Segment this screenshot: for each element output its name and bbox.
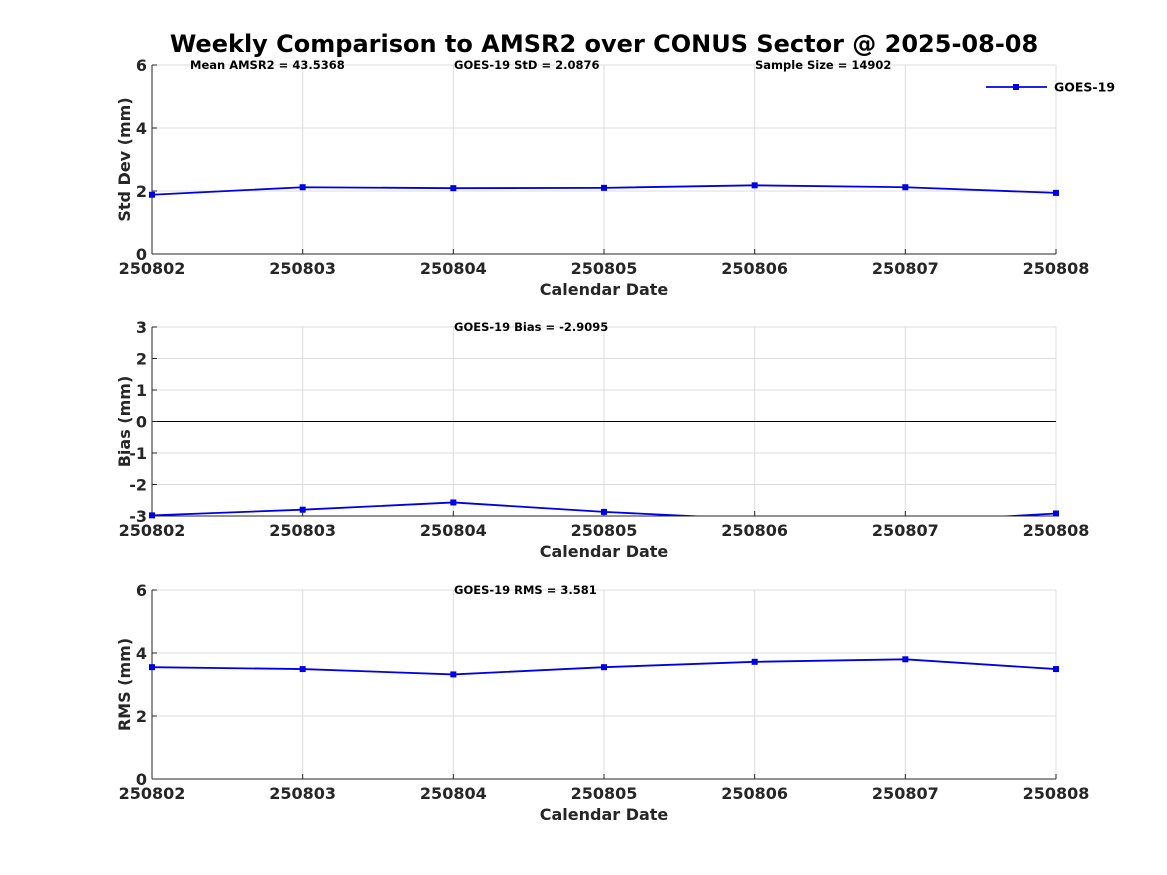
y-tick-label: -1 — [129, 444, 147, 463]
y-tick-label: -3 — [129, 507, 147, 526]
data-point — [1053, 666, 1059, 673]
y-tick-label: 2 — [136, 182, 147, 201]
x-tick-label: 250808 — [1023, 259, 1090, 278]
x-tick-label: 250806 — [721, 259, 788, 278]
x-tick-label: 250803 — [269, 784, 336, 803]
stat-annotation: GOES-19 StD = 2.0876 — [454, 58, 599, 72]
data-point — [1053, 510, 1059, 517]
data-point — [299, 506, 306, 513]
x-tick-label: 250806 — [721, 784, 788, 803]
data-point — [751, 182, 758, 189]
data-point — [601, 508, 607, 515]
data-point — [149, 191, 155, 198]
y-tick-label: 4 — [136, 119, 147, 138]
x-tick-label: 250808 — [1023, 784, 1090, 803]
y-tick-label: 0 — [136, 770, 147, 789]
legend-label: GOES-19 — [1054, 80, 1115, 95]
data-point — [450, 185, 457, 192]
x-tick-label: 250804 — [420, 784, 487, 803]
data-point — [450, 499, 457, 506]
chart-panel-2: 250802 250803 250804 250805 250806 250807 2508… — [115, 318, 1089, 561]
x-tick-label: 250808 — [1023, 521, 1090, 540]
y-tick-label: 0 — [136, 413, 147, 432]
data-point — [149, 664, 155, 671]
y-tick-label: 3 — [136, 318, 147, 337]
data-point — [299, 184, 306, 191]
stat-annotation: GOES-19 Bias = -2.9095 — [454, 320, 608, 334]
y-tick-label: 1 — [136, 381, 147, 400]
y-tick-label: 6 — [136, 56, 147, 75]
stat-annotation: Mean AMSR2 = 43.5368 — [190, 58, 345, 72]
stat-annotation: Sample Size = 14902 — [755, 58, 891, 72]
x-tick-label: 250807 — [872, 259, 939, 278]
y-axis-label: Std Dev (mm) — [115, 97, 134, 221]
y-axis-label: RMS (mm) — [115, 638, 134, 731]
x-tick-label: 250805 — [571, 784, 638, 803]
data-point — [751, 658, 758, 665]
data-point — [1053, 189, 1059, 196]
y-tick-label: -2 — [129, 476, 147, 495]
x-axis-label: Calendar Date — [540, 542, 669, 561]
legend-marker — [1013, 84, 1019, 90]
x-axis-label: Calendar Date — [540, 280, 669, 299]
x-tick-label: 250807 — [872, 521, 939, 540]
data-point — [299, 666, 306, 673]
x-tick-label: 250804 — [420, 259, 487, 278]
data-point — [902, 656, 909, 663]
x-tick-label: 250802 — [119, 521, 186, 540]
y-tick-label: 4 — [136, 644, 147, 663]
data-point — [601, 664, 607, 671]
legend: GOES-19 — [986, 80, 1115, 95]
stat-annotation: GOES-19 RMS = 3.581 — [454, 583, 597, 597]
x-tick-label: 250802 — [119, 784, 186, 803]
x-axis-label: Calendar Date — [540, 805, 669, 824]
x-tick-label: 250803 — [269, 521, 336, 540]
x-tick-label: 250805 — [571, 521, 638, 540]
y-tick-label: 6 — [136, 581, 147, 600]
x-tick-label: 250802 — [119, 259, 186, 278]
x-tick-label: 250806 — [721, 521, 788, 540]
y-tick-label: 2 — [136, 707, 147, 726]
chart-panel-1: 250802 250803 250804 250805 250806 250807 2508… — [115, 56, 1115, 299]
data-point — [450, 671, 457, 678]
y-tick-label: 2 — [136, 350, 147, 369]
y-tick-label: 0 — [136, 245, 147, 264]
data-point — [601, 184, 607, 191]
x-tick-label: 250804 — [420, 521, 487, 540]
x-tick-label: 250807 — [872, 784, 939, 803]
data-point — [902, 184, 909, 191]
x-tick-label: 250803 — [269, 259, 336, 278]
figure-title: Weekly Comparison to AMSR2 over CONUS Se… — [170, 30, 1038, 58]
chart-panel-3: 250802 250803 250804 250805 250806 250807 2508… — [115, 581, 1089, 824]
y-axis-label: Bias (mm) — [115, 376, 134, 468]
x-tick-label: 250805 — [571, 259, 638, 278]
data-point — [149, 512, 155, 519]
